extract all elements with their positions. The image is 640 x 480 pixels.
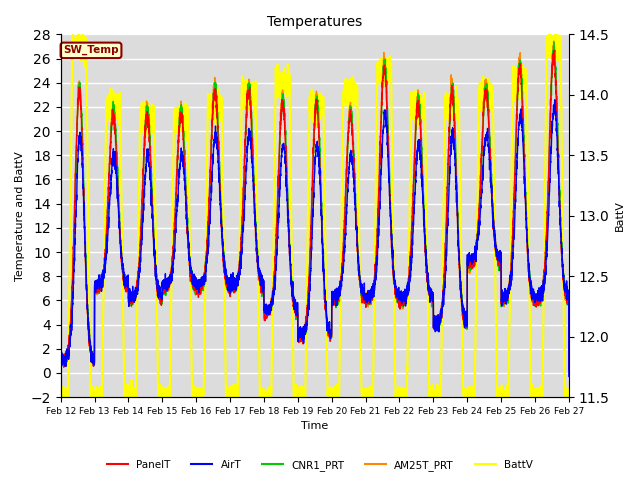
Y-axis label: Temperature and BattV: Temperature and BattV	[15, 151, 25, 281]
Text: SW_Temp: SW_Temp	[63, 45, 119, 56]
Title: Temperatures: Temperatures	[267, 15, 362, 29]
Legend: PanelT, AirT, CNR1_PRT, AM25T_PRT, BattV: PanelT, AirT, CNR1_PRT, AM25T_PRT, BattV	[103, 456, 537, 475]
Y-axis label: BattV: BattV	[615, 200, 625, 231]
X-axis label: Time: Time	[301, 421, 328, 432]
